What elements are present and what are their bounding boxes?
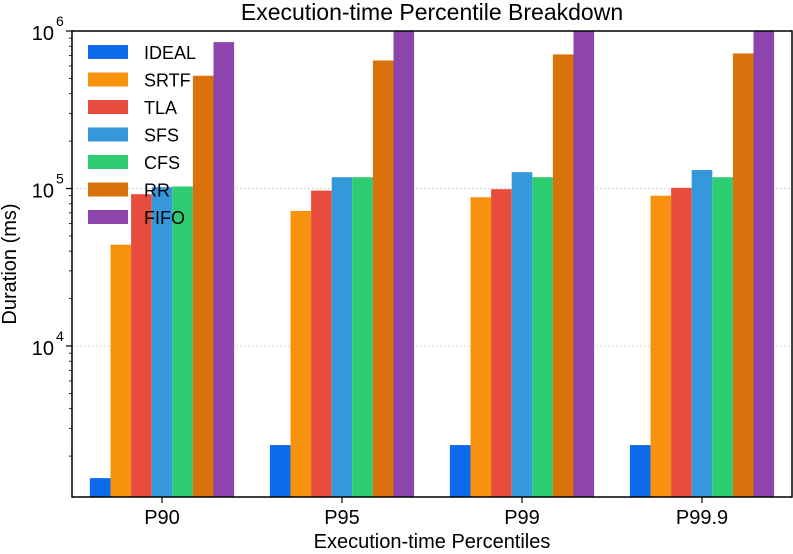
legend-label: CFS xyxy=(144,153,180,173)
x-tick-label: P95 xyxy=(324,507,360,529)
x-axis-label: Execution-time Percentiles xyxy=(314,531,551,553)
bar-ideal-p90 xyxy=(89,478,111,497)
legend-label: IDEAL xyxy=(144,43,196,63)
bars xyxy=(89,31,775,498)
legend-swatch-ideal xyxy=(88,45,128,59)
y-tick-label: 10 xyxy=(32,181,54,203)
legend-label: SRTF xyxy=(144,71,191,91)
bar-sfs-p95 xyxy=(331,177,353,498)
bar-ideal-p95 xyxy=(269,445,291,497)
legend-swatch-fifo xyxy=(88,210,128,224)
y-tick-exponent: 6 xyxy=(56,13,64,29)
bar-cfs-p99 xyxy=(532,177,553,498)
legend-swatch-sfs xyxy=(88,127,128,142)
bar-cfs-p99-9 xyxy=(712,177,733,498)
legend-swatch-cfs xyxy=(88,155,128,169)
x-tick-label: P90 xyxy=(144,507,180,529)
bar-srtf-p90 xyxy=(110,244,132,497)
bar-tla-p90 xyxy=(131,194,152,497)
y-tick-label: 10 xyxy=(32,23,54,45)
y-tick-exponent: 4 xyxy=(56,328,64,344)
legend-label: RR xyxy=(144,181,170,201)
bar-tla-p95 xyxy=(311,190,332,497)
bar-rr-p99-9 xyxy=(732,53,754,497)
bar-ideal-p99 xyxy=(449,445,471,497)
legend-swatch-srtf xyxy=(88,72,128,87)
bar-cfs-p90 xyxy=(172,186,193,497)
legend-swatch-tla xyxy=(88,100,128,114)
plot-frame xyxy=(71,30,793,498)
legend-label: SFS xyxy=(144,126,179,146)
chart-title: Execution-time Percentile Breakdown xyxy=(241,0,623,25)
bar-srtf-p95 xyxy=(290,210,312,497)
bar-tla-p99-9 xyxy=(671,187,692,497)
legend: IDEAL SRTF TLA SFS CFS RR FIFO xyxy=(88,43,196,228)
bar-fifo-p95 xyxy=(393,31,415,497)
x-tick-label: P99 xyxy=(504,507,540,529)
bar-rr-p90 xyxy=(192,75,214,498)
bar-sfs-p90 xyxy=(151,187,173,497)
bar-fifo-p99-9 xyxy=(753,31,775,497)
bar-fifo-p99 xyxy=(573,31,595,497)
bar-srtf-p99 xyxy=(470,197,492,497)
y-axis-label: Duration (ms) xyxy=(0,203,21,324)
legend-swatch-rr xyxy=(88,182,128,197)
bar-cfs-p95 xyxy=(352,177,373,498)
bar-rr-p95 xyxy=(372,60,394,497)
bar-sfs-p99 xyxy=(511,172,533,497)
bar-rr-p99 xyxy=(552,54,574,497)
bar-fifo-p90 xyxy=(213,42,235,498)
y-tick-label: 10 xyxy=(32,338,54,360)
x-tick-label: P99.9 xyxy=(676,507,728,529)
legend-label: TLA xyxy=(144,98,177,118)
bar-ideal-p99-9 xyxy=(629,445,651,497)
y-tick-exponent: 5 xyxy=(56,171,64,187)
legend-label: FIFO xyxy=(144,208,185,228)
bar-srtf-p99-9 xyxy=(650,195,672,498)
bar-sfs-p99-9 xyxy=(691,170,713,498)
bar-tla-p99 xyxy=(491,189,512,497)
